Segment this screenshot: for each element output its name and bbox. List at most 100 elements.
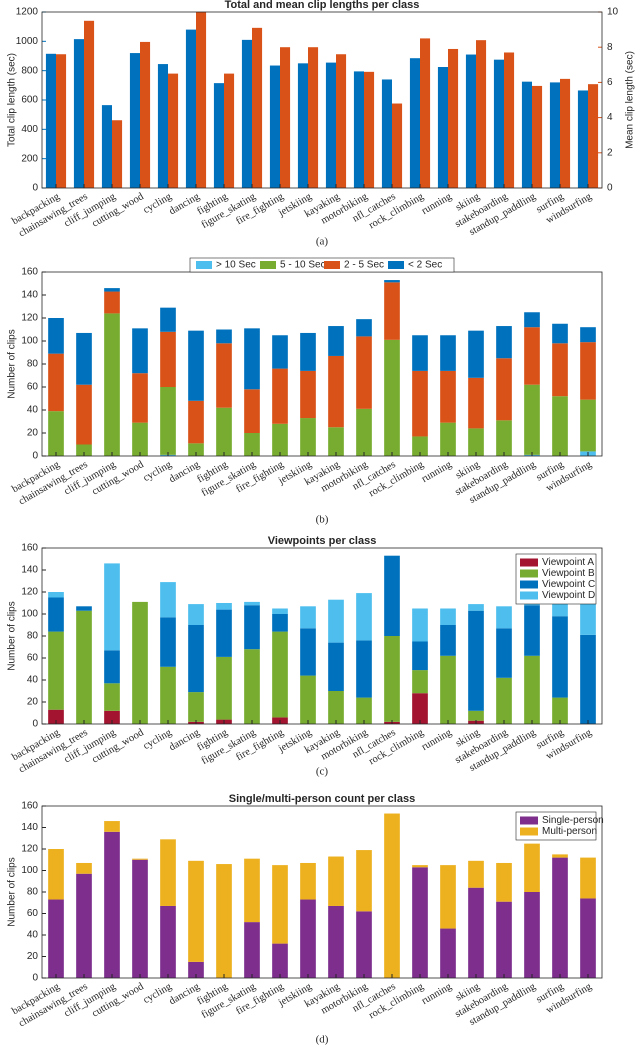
bar-segment <box>160 307 176 332</box>
bar-segment <box>440 625 456 656</box>
bar <box>112 120 123 188</box>
bar-segment <box>160 387 176 455</box>
bar-segment <box>440 422 456 456</box>
bar-segment <box>104 563 120 651</box>
bar-segment <box>48 899 64 978</box>
bar <box>437 67 448 188</box>
bar-segment <box>188 400 204 444</box>
bar-segment <box>496 358 512 421</box>
legend-swatch <box>196 261 212 269</box>
legend-swatch <box>520 816 538 825</box>
bar <box>448 48 459 189</box>
bar-segment <box>412 370 428 437</box>
bar-segment <box>76 610 92 724</box>
bar-segment <box>188 961 204 978</box>
bar-segment <box>328 599 344 643</box>
caption: (d) <box>316 1034 329 1046</box>
bar <box>196 12 207 188</box>
legend-swatch <box>520 591 538 600</box>
x-tick-label: dancing <box>167 981 202 1008</box>
bar-segment <box>496 606 512 629</box>
legend-swatch <box>520 580 538 589</box>
y-tick-label: 100 <box>21 609 38 620</box>
bar-segment <box>104 291 120 314</box>
bar-segment <box>468 887 484 978</box>
bar <box>280 47 291 189</box>
plot-frame <box>41 805 603 979</box>
legend-label: Viewpoint A <box>542 557 594 568</box>
bar-segment <box>216 656 232 720</box>
y-tick-label: 200 <box>21 153 38 164</box>
bar-segment <box>524 655 540 724</box>
y-tick-label: 80 <box>27 631 39 642</box>
legend-label: Viewpoint C <box>542 579 595 590</box>
bar <box>381 79 392 188</box>
bar-segment <box>188 443 204 456</box>
bar-segment <box>328 427 344 456</box>
y-tick-label: 20 <box>27 697 39 708</box>
legend-label: < 2 Sec <box>408 260 442 271</box>
bar <box>84 20 95 188</box>
legend-label: Viewpoint B <box>542 568 595 579</box>
bar-segment <box>440 370 456 423</box>
y-axis-label: Number of clips <box>7 601 18 670</box>
legend-label: Viewpoint D <box>542 590 595 601</box>
bar-segment <box>356 640 372 698</box>
bar-segment <box>496 901 512 978</box>
y2-axis-label: Mean clip length (sec) <box>625 51 636 149</box>
bar <box>364 71 375 188</box>
y-tick-label: 140 <box>21 565 38 576</box>
bar-segment <box>552 854 568 858</box>
bar-segment <box>104 650 120 684</box>
y-tick-label: 120 <box>21 313 38 324</box>
y-tick-label: 160 <box>21 543 38 554</box>
bar-segment <box>524 327 540 385</box>
bar-segment <box>496 326 512 359</box>
bar-segment <box>244 389 260 433</box>
caption: (a) <box>316 236 329 248</box>
bar-segment <box>468 428 484 456</box>
chart-panel: Single/multi-person count per class (d) Nu… <box>7 793 604 1046</box>
bar-segment <box>412 436 428 456</box>
bar-segment <box>48 318 64 354</box>
bar-segment <box>356 697 372 724</box>
legend-swatch <box>260 261 276 269</box>
y-tick-label: 140 <box>21 822 38 833</box>
bar <box>521 81 532 188</box>
bar-segment <box>496 420 512 456</box>
bar-segment <box>300 370 316 419</box>
bar-segment <box>216 603 232 610</box>
bar-segment <box>132 601 148 724</box>
bar-segment <box>384 555 400 636</box>
bar-segment <box>132 328 148 374</box>
y-tick-label: 0 <box>32 973 38 984</box>
bar-segment <box>48 849 64 900</box>
bar <box>129 53 140 188</box>
bar-segment <box>104 821 120 832</box>
bar-segment <box>356 850 372 912</box>
x-tick-label: running <box>420 727 454 753</box>
bar-segment <box>216 329 232 344</box>
bar <box>168 73 179 188</box>
legend-label: Single-person <box>542 815 604 826</box>
bar <box>101 105 112 188</box>
bar-segment <box>188 625 204 693</box>
bar-segment <box>76 862 92 874</box>
x-tick-label: running <box>420 459 454 485</box>
bar-segment <box>468 610 484 711</box>
y-tick-label: 60 <box>27 653 39 664</box>
y-tick-label: 0 <box>32 183 38 194</box>
bar-segment <box>440 335 456 371</box>
bar-segment <box>76 873 92 978</box>
y-tick-label: 1200 <box>16 7 39 18</box>
bar-segment <box>132 858 148 860</box>
bar-segment <box>412 641 428 671</box>
bar-segment <box>356 319 372 337</box>
bar-segment <box>188 330 204 401</box>
bar-segment <box>580 399 596 452</box>
bar <box>73 39 84 189</box>
bar-segment <box>216 864 232 978</box>
y2-tick-label: 0 <box>607 183 613 194</box>
bar <box>504 52 515 189</box>
legend-label: 5 - 10 Sec <box>280 260 326 271</box>
